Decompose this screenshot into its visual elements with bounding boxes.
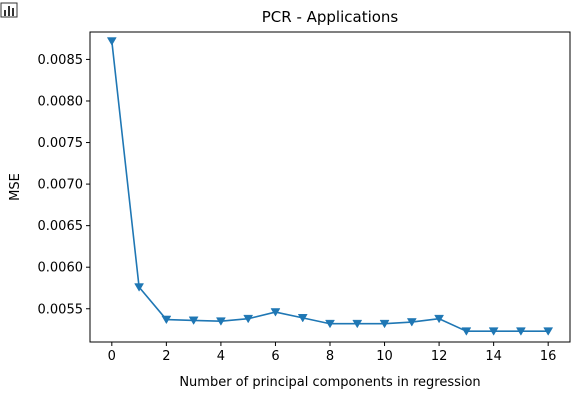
x-tick-label: 4 <box>217 349 225 364</box>
plot-area <box>89 31 571 343</box>
x-tick-label: 10 <box>376 349 393 364</box>
y-tick-label: 0.0075 <box>38 136 84 151</box>
y-tick-label: 0.0080 <box>38 94 84 109</box>
series-line-group <box>106 37 554 336</box>
data-point <box>325 319 335 329</box>
data-point <box>243 314 254 324</box>
data-point <box>270 308 281 317</box>
x-tick-label: 2 <box>162 349 170 364</box>
y-tick-label: 0.0070 <box>38 178 84 193</box>
data-point <box>543 327 554 336</box>
x-tick-label: 8 <box>326 349 334 364</box>
x-tick-label: 16 <box>540 349 557 364</box>
y-tick-label: 0.0060 <box>38 261 84 276</box>
data-point <box>188 316 199 325</box>
data-point <box>134 283 145 292</box>
x-tick-label: 0 <box>108 349 116 364</box>
data-point <box>406 318 417 327</box>
data-point <box>161 315 172 325</box>
bar-chart-icon[interactable] <box>0 2 18 18</box>
data-point <box>515 327 526 336</box>
y-axis: 0.0055 0.0060 0.0065 0.0070 0.0075 0.0080 0.00… <box>38 53 90 317</box>
series-line <box>111 41 549 333</box>
data-point <box>434 314 445 324</box>
data-point <box>215 317 226 326</box>
y-tick-label: 0.0065 <box>38 219 84 234</box>
data-point <box>297 314 308 323</box>
data-point <box>379 319 390 329</box>
y-axis-title: MSE <box>8 173 23 201</box>
y-tick-label: 0.0085 <box>38 53 84 68</box>
y-tick-label: 0.0055 <box>38 302 84 317</box>
data-point <box>461 327 472 336</box>
chart-title: PCR - Applications <box>262 8 399 26</box>
data-point <box>106 37 117 46</box>
x-tick-label: 14 <box>485 349 502 364</box>
x-tick-label: 12 <box>431 349 448 364</box>
x-axis-title: Number of principal components in regres… <box>179 375 480 390</box>
data-point <box>488 327 499 336</box>
plot-frame <box>89 31 571 343</box>
x-tick-label: 6 <box>271 349 279 364</box>
data-point <box>352 319 363 329</box>
x-axis: 0 2 4 6 8 10 12 14 16 <box>108 342 557 364</box>
